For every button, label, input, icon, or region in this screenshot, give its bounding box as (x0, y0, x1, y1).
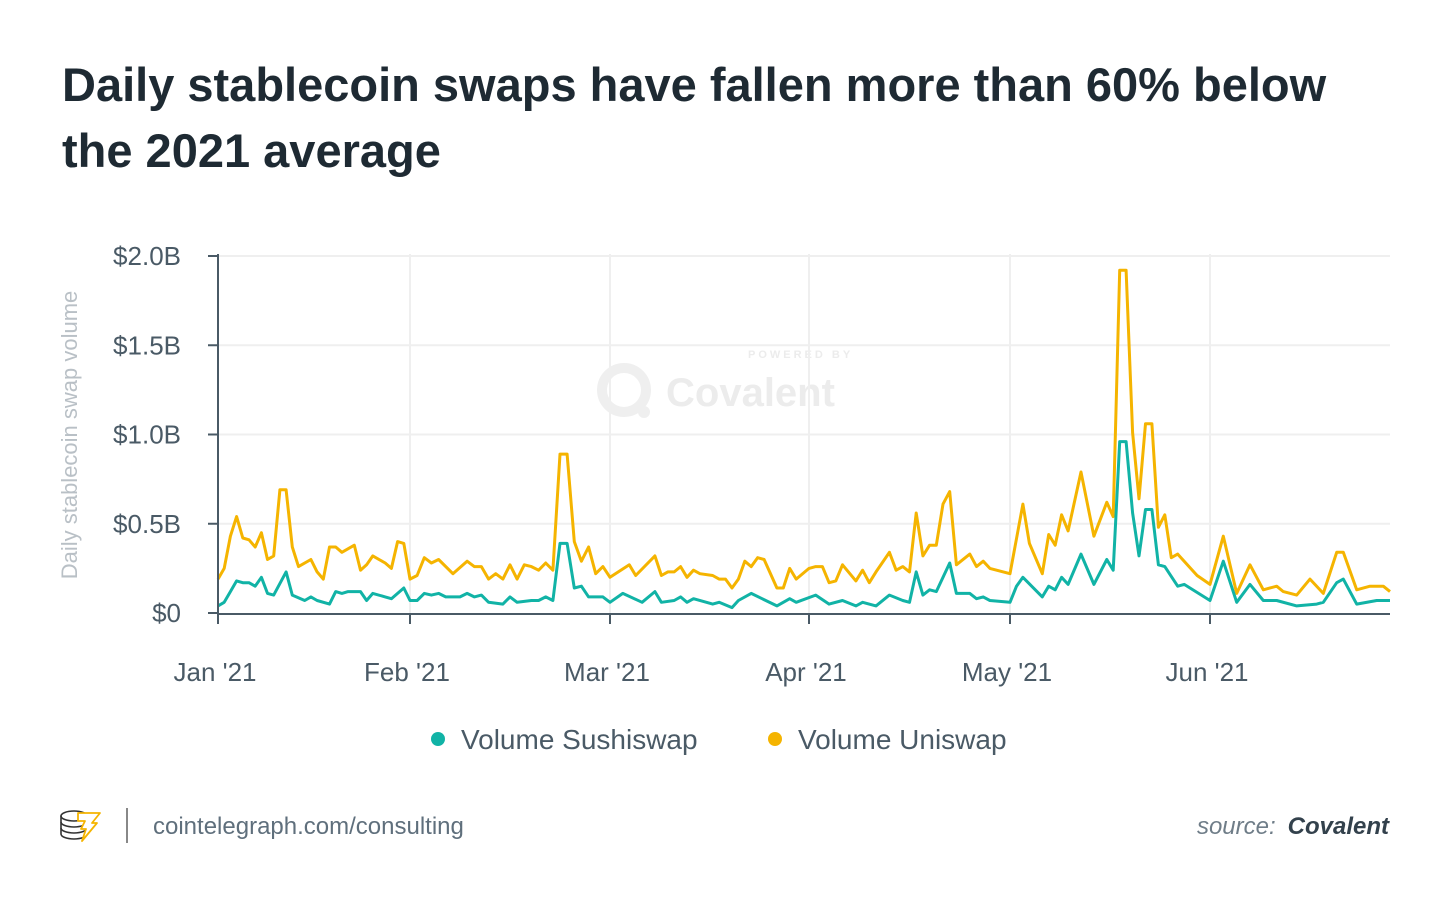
covalent-logo-dot (638, 406, 650, 418)
legend-sushiswap-label: Volume Sushiswap (461, 724, 698, 755)
footer-url[interactable]: cointelegraph.com/consulting (153, 813, 464, 840)
y-tick-label: $0 (152, 598, 181, 628)
watermark-brand: Covalent (666, 371, 835, 415)
watermark-powered-by: POWERED BY (748, 349, 853, 361)
y-axis-label: Daily stablecoin swap volume (57, 291, 82, 580)
series-line-volume-uniswap (216, 268, 1391, 597)
covalent-logo-icon (597, 363, 651, 417)
y-tick-label: $2.0B (113, 241, 181, 271)
y-tick-label: $1.5B (113, 330, 181, 360)
source-label: source: (1197, 813, 1276, 840)
legend: Volume Sushiswap Volume Uniswap (431, 724, 1007, 755)
footer-source: source: Covalent (1197, 813, 1390, 840)
legend-uniswap-label: Volume Uniswap (798, 724, 1007, 755)
legend-uniswap-marker (768, 732, 782, 746)
y-tick-label: $0.5B (113, 509, 181, 539)
legend-sushiswap-marker (431, 732, 445, 746)
cointelegraph-logo (60, 810, 101, 842)
x-tick-label: Apr '21 (765, 657, 847, 687)
x-tick-label: Mar '21 (564, 657, 650, 687)
x-tick-label: May '21 (962, 657, 1052, 687)
x-tick-label: Feb '21 (364, 657, 450, 687)
y-tick-label: $1.0B (113, 420, 181, 450)
covalent-watermark-logo: POWERED BY Covalent (597, 349, 853, 418)
chart-title: Daily stablecoin swaps have fallen more … (62, 58, 1327, 177)
series-line-volume-sushiswap (217, 440, 1390, 610)
source-name: Covalent (1288, 813, 1390, 840)
x-tick-label: Jan '21 (173, 657, 256, 687)
x-tick-label: Jun '21 (1165, 657, 1248, 687)
